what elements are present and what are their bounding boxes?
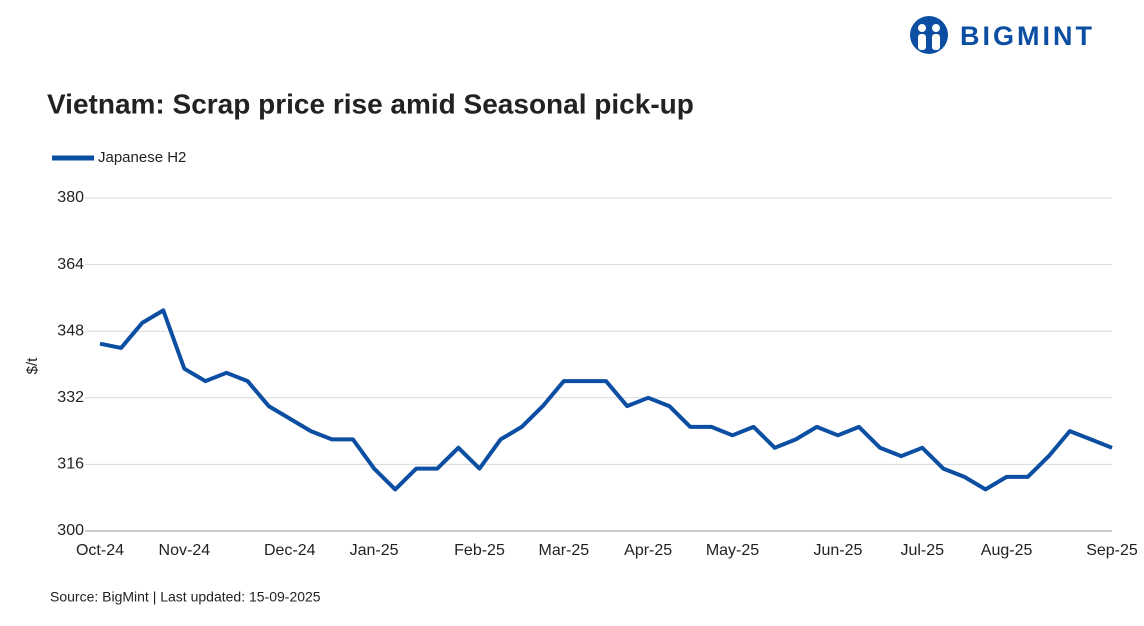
logo-icon: [910, 16, 948, 54]
x-tick-label: Jul-25: [900, 542, 944, 559]
y-tick-label: 300: [57, 522, 84, 539]
chart-title: Vietnam: Scrap price rise amid Seasonal …: [47, 88, 694, 119]
legend-label: Japanese H2: [98, 149, 186, 166]
y-tick-label: 348: [57, 322, 84, 339]
brand: BIGMINT: [960, 21, 1095, 51]
x-tick-label: Jan-25: [350, 542, 399, 559]
x-tick-label: Sep-25: [1086, 542, 1138, 559]
x-tick-label: Feb-25: [454, 542, 505, 559]
logo: BIGMINT: [910, 16, 1095, 54]
y-tick-label: 316: [57, 456, 84, 473]
y-axis-label: $/t: [24, 357, 41, 375]
x-tick-label: Dec-24: [264, 542, 316, 559]
source: Source: BigMint | Last updated: 15-09-20…: [50, 589, 321, 605]
x-tick-label: Oct-24: [76, 542, 124, 559]
x-tick-label: Apr-25: [624, 542, 672, 559]
line: [99, 308, 1113, 492]
x-tick-label: May-25: [706, 542, 759, 559]
y-tick-label: 380: [57, 189, 84, 206]
y-tick-label: 332: [57, 389, 84, 406]
x-tick-label: Nov-24: [159, 542, 211, 559]
x-tick-label: Jun-25: [813, 542, 862, 559]
x-tick-label: Aug-25: [981, 542, 1033, 559]
x-tick-label: Mar-25: [538, 542, 589, 559]
y-tick-label: 364: [57, 256, 84, 273]
